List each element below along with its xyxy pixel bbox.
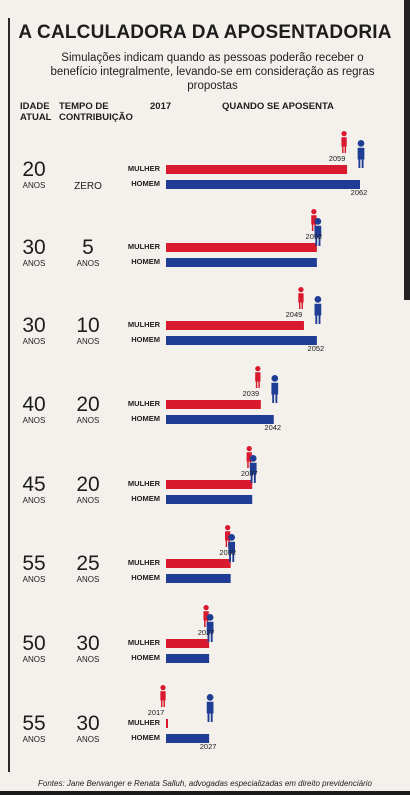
age-value: 30 (22, 314, 46, 337)
age-unit-label: ANOS (22, 655, 46, 664)
man-figure-icon (206, 694, 214, 722)
age-value: 55 (22, 552, 46, 575)
woman-label: MULHER (127, 558, 160, 567)
footer-sources: Fontes: Jane Berwanger e Renata Salluh, … (38, 779, 372, 788)
man-label: HOMEM (131, 494, 160, 503)
contribution-value: 30 (76, 712, 100, 735)
man-bar (166, 574, 231, 583)
age-value: 45 (22, 473, 46, 496)
woman-figure-icon (255, 366, 261, 388)
man-figure-icon (314, 296, 322, 324)
man-label: HOMEM (131, 257, 160, 266)
man-label: HOMEM (131, 414, 160, 423)
woman-bar (166, 165, 348, 174)
age-value: 50 (22, 632, 46, 655)
header-start-year: 2017 (150, 101, 172, 112)
contribution-unit-label: ANOS (76, 259, 100, 268)
woman-label: MULHER (127, 164, 160, 173)
woman-label: MULHER (127, 718, 160, 727)
age-unit-label: ANOS (22, 181, 46, 190)
woman-bar (166, 480, 253, 489)
age-unit-label: ANOS (22, 575, 46, 584)
man-bar (166, 415, 274, 424)
contribution-unit-label: ANOS (76, 496, 100, 505)
header-retire: QUANDO SE APOSENTA (222, 101, 334, 112)
woman-bar (166, 719, 168, 728)
man-year-label: 2062 (351, 188, 368, 197)
man-figure-icon (206, 614, 214, 642)
contribution-value: 20 (76, 393, 100, 416)
woman-bar (166, 559, 231, 568)
man-figure-icon (228, 534, 236, 562)
contribution-value: 25 (76, 552, 100, 575)
woman-bar (166, 400, 261, 409)
contribution-unit-label: ANOS (76, 655, 100, 664)
woman-bar (166, 639, 210, 648)
age-unit-label: ANOS (22, 416, 46, 425)
man-figure-icon (271, 375, 279, 403)
woman-figure-icon (341, 131, 347, 153)
year-label: 2032 (219, 548, 236, 557)
woman-year-label: 2017 (148, 708, 165, 717)
contribution-value: 10 (76, 314, 100, 337)
man-year-label: 2052 (308, 344, 325, 353)
man-bar (166, 258, 317, 267)
contribution-value: 30 (76, 632, 100, 655)
year-label: 2027 (198, 628, 215, 637)
contribution-value: ZERO (74, 181, 102, 192)
man-label: HOMEM (131, 179, 160, 188)
contribution-unit-label: ANOS (76, 735, 100, 744)
age-value: 20 (22, 158, 46, 181)
page-title: A CALCULADORA DA APOSENTADORIA (18, 22, 392, 43)
age-unit-label: ANOS (22, 337, 46, 346)
woman-label: MULHER (127, 479, 160, 488)
header-contribution: TEMPO DE CONTRIBUIÇÃO (59, 101, 133, 123)
man-bar (166, 654, 210, 663)
man-bar (166, 495, 253, 504)
man-bar (166, 734, 210, 743)
man-label: HOMEM (131, 653, 160, 662)
year-label: 2037 (241, 469, 258, 478)
contribution-value: 20 (76, 473, 100, 496)
woman-label: MULHER (127, 242, 160, 251)
man-label: HOMEM (131, 733, 160, 742)
age-value: 40 (22, 393, 46, 416)
man-figure-icon (314, 218, 322, 246)
age-unit-label: ANOS (22, 735, 46, 744)
woman-figure-icon (298, 287, 304, 309)
woman-label: MULHER (127, 638, 160, 647)
page-subtitle: Simulações indicam quando as pessoas pod… (50, 52, 375, 92)
age-value: 30 (22, 236, 46, 259)
age-value: 55 (22, 712, 46, 735)
man-label: HOMEM (131, 335, 160, 344)
woman-figure-icon (160, 685, 166, 707)
contribution-unit-label: ANOS (76, 337, 100, 346)
man-bar (166, 336, 317, 345)
woman-year-label: 2059 (329, 154, 346, 163)
year-label: 2052 (306, 232, 323, 241)
woman-label: MULHER (127, 399, 160, 408)
man-year-label: 2027 (200, 742, 217, 751)
woman-bar (166, 321, 304, 330)
man-bar (166, 180, 360, 189)
header-age: IDADE ATUAL (20, 101, 52, 123)
contribution-unit-label: ANOS (76, 416, 100, 425)
man-figure-icon (357, 140, 365, 168)
woman-label: MULHER (127, 320, 160, 329)
contribution-unit-label: ANOS (76, 575, 100, 584)
age-unit-label: ANOS (22, 496, 46, 505)
age-unit-label: ANOS (22, 259, 46, 268)
woman-year-label: 2039 (243, 389, 260, 398)
woman-bar (166, 243, 317, 252)
contribution-value: 5 (82, 236, 94, 259)
man-figure-icon (249, 455, 257, 483)
man-year-label: 2042 (264, 423, 281, 432)
man-label: HOMEM (131, 573, 160, 582)
woman-year-label: 2049 (286, 310, 303, 319)
